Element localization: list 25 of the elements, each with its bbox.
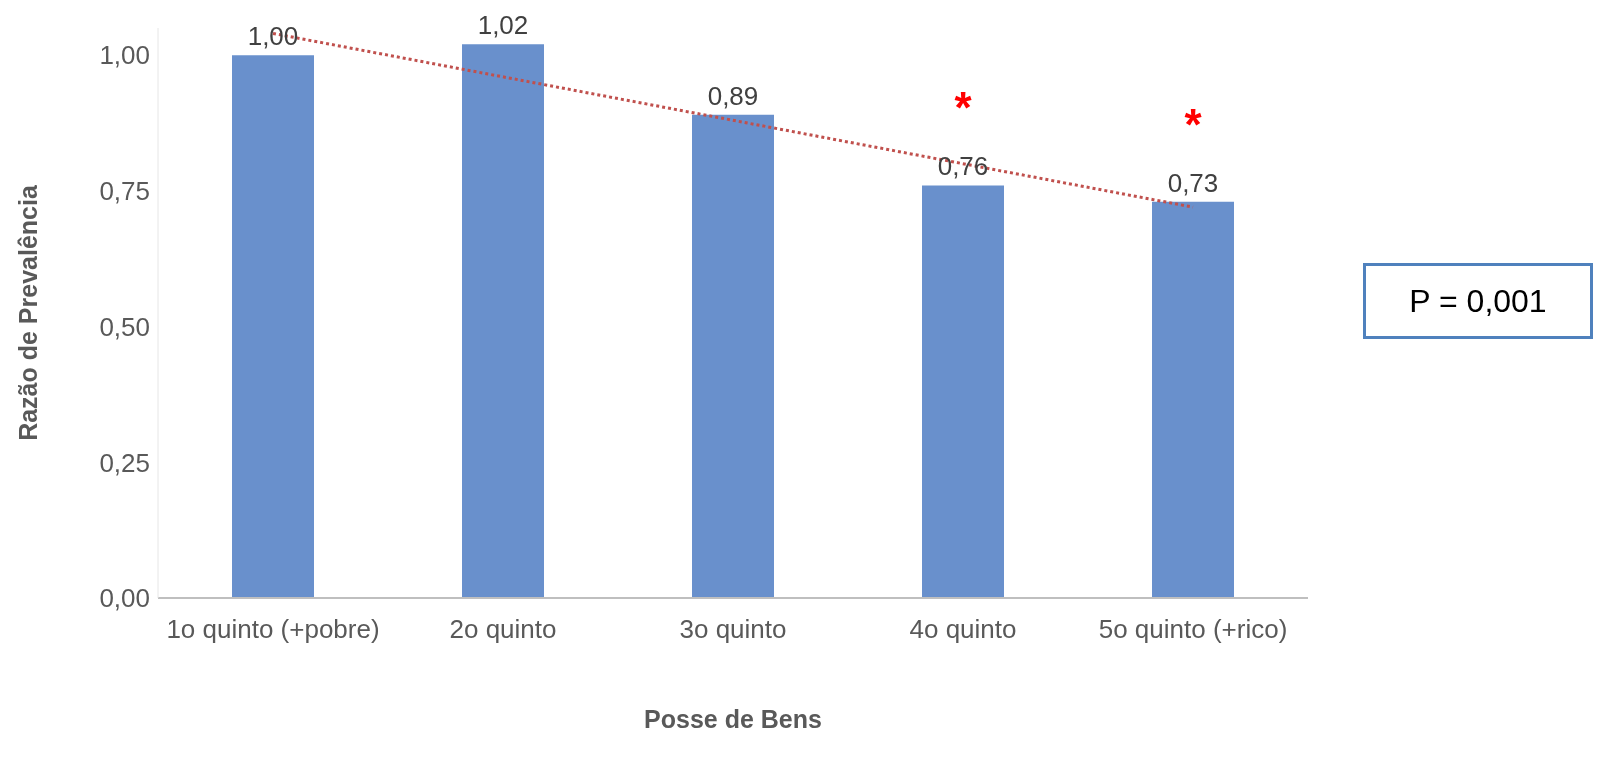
y-tick-label: 0,25 [99,447,150,478]
data-label: 0,76 [937,151,989,182]
data-label: 0,73 [1167,167,1219,198]
x-tick-label: 2o quinto [449,614,557,645]
bar [462,44,544,598]
data-label: 0,89 [707,80,759,111]
annotation: * [954,83,973,133]
y-axis-title: Razão de Prevalência [13,184,42,441]
data-label: 1,02 [477,10,529,41]
y-tick-label: 0,75 [99,176,150,207]
x-tick-label: 3o quinto [679,614,787,645]
annotation: * [1184,99,1203,149]
x-tick-label: 1o quinto (+pobre) [166,614,380,645]
text: P = 0,001 [1409,282,1547,320]
y-tick-label: 0,00 [99,583,150,614]
x-tick-label: 5o quinto (+rico) [1098,614,1288,645]
x-tick-label: 4o quinto [909,614,1017,645]
y-tick-label: 0,50 [99,311,150,342]
data-label: 1,00 [247,21,299,52]
bar [692,114,774,598]
bar [922,185,1004,598]
y-tick-label: 1,00 [99,40,150,71]
x-axis-title: Posse de Bens [644,705,822,733]
bar [1152,201,1234,598]
bar [232,55,314,598]
